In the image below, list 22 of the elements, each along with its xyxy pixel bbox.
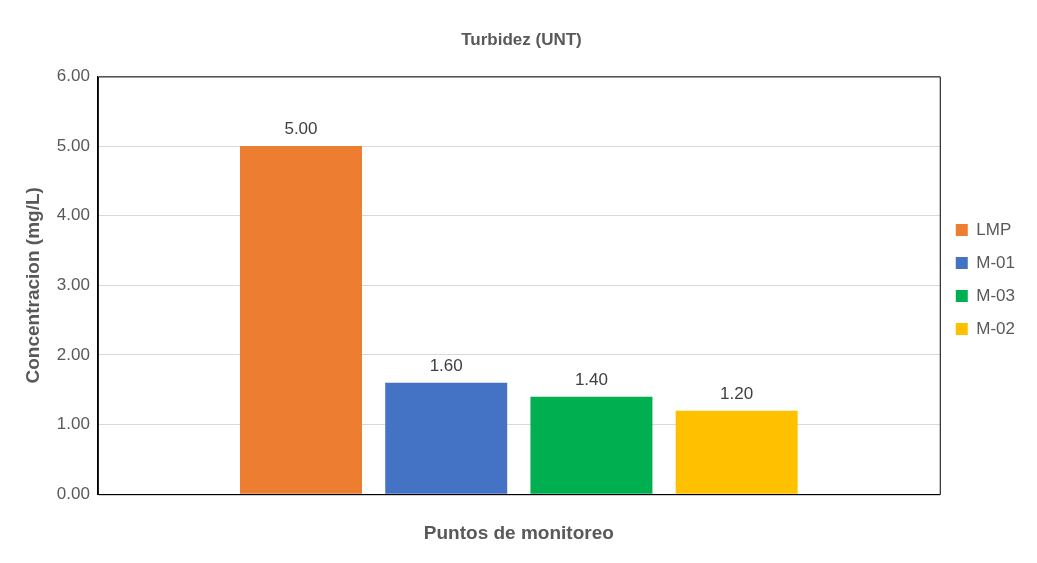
- data-label: 1.40: [574, 369, 608, 389]
- data-label: 5.00: [284, 119, 318, 139]
- y-axis-title: Concentracion (mg/L): [21, 187, 43, 384]
- y-tick-label: 4.00: [56, 205, 90, 225]
- y-tick-label: 6.00: [56, 66, 90, 86]
- data-label: 1.20: [720, 383, 754, 403]
- y-tick-label: 2.00: [56, 344, 90, 364]
- data-label: 1.60: [429, 355, 463, 375]
- y-tick-label: 1.00: [56, 414, 90, 434]
- legend-label: M-02: [976, 318, 1015, 338]
- legend-label: M-01: [976, 252, 1015, 272]
- y-tick-label: 3.00: [56, 274, 90, 294]
- bar: [675, 410, 798, 494]
- legend-label: LMP: [976, 219, 1012, 239]
- bar: [530, 396, 653, 494]
- bar: [240, 146, 362, 494]
- chart-title: Turbidez (UNT): [461, 29, 582, 49]
- y-tick-label: 5.00: [56, 135, 90, 155]
- bar: [385, 382, 508, 494]
- legend-label: M-03: [976, 285, 1015, 305]
- x-axis-title: Puntos de monitoreo: [423, 521, 614, 543]
- y-tick-label: 0.00: [56, 483, 90, 503]
